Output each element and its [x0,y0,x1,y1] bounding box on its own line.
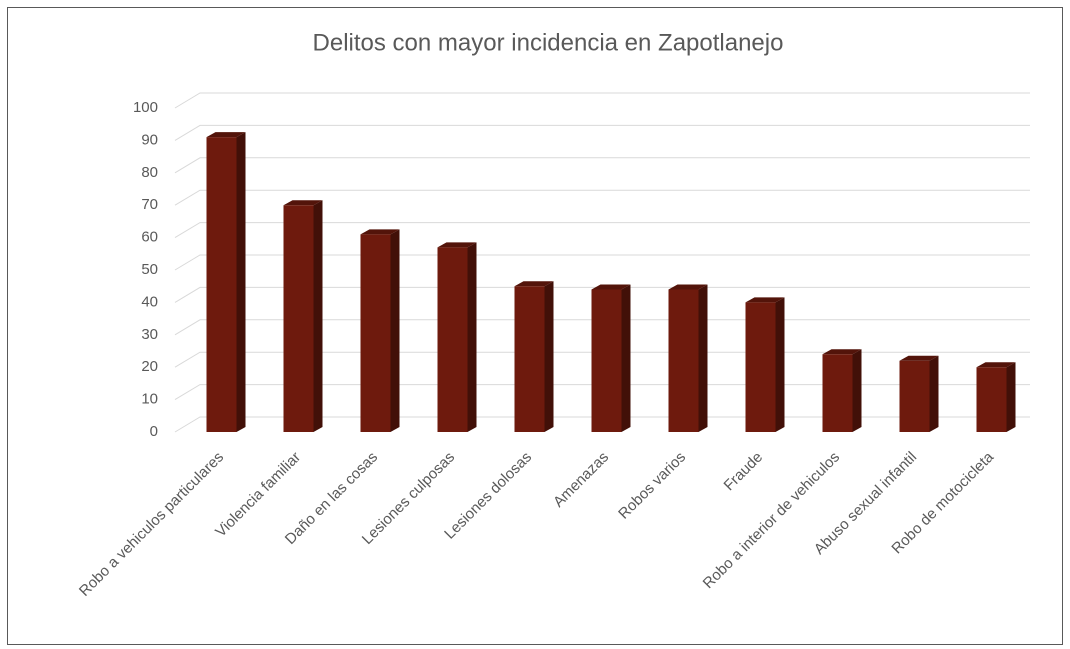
bar-front [822,354,853,432]
y-tick-label: 90 [141,131,158,148]
bar-front [591,289,622,432]
bar-top [206,132,246,138]
chart-title: Delitos con mayor incidencia en Zapotlan… [313,29,784,56]
y-tick-label: 0 [150,423,158,440]
bar-side [236,132,246,432]
bar-side [621,284,631,432]
bar-front [514,286,545,432]
bar-side [775,297,785,432]
bar-front [283,205,314,432]
bar [668,284,708,432]
bar-top [514,281,554,287]
bar-side [313,200,323,432]
bar-top [976,362,1016,368]
bar-top [360,229,400,235]
bar-top [437,242,477,248]
bar-front [976,367,1007,432]
y-tick-label: 10 [141,391,158,408]
bar-top [899,355,939,361]
grid-line [174,92,1030,109]
y-tick-label: 20 [141,358,158,375]
bar [976,362,1016,432]
bar [514,281,554,432]
bar-front [360,234,391,432]
bar-top [745,297,785,303]
bar-top [668,284,708,290]
bar-front [437,247,468,432]
bar [360,229,400,432]
bar-front [899,360,930,432]
y-tick-label: 70 [141,196,158,213]
y-tick-label: 50 [141,261,158,278]
grid-line [174,286,1030,303]
bar [437,242,477,432]
bar-side [852,349,862,432]
bar [591,284,631,432]
bar-side [467,242,477,432]
bar-front [668,289,699,432]
grid-line [174,254,1030,271]
grid-line [174,157,1030,174]
grid-line [174,124,1030,141]
y-tick-label: 30 [141,326,158,343]
bar-side [544,281,554,432]
bar-side [1006,362,1016,432]
y-tick-label: 100 [133,99,158,116]
bar [206,132,246,432]
bar [822,349,862,432]
bar-side [698,284,708,432]
y-tick-label: 40 [141,293,158,310]
grid-line [174,222,1030,239]
bar-front [745,302,776,432]
bar-top [822,349,862,355]
bar [899,355,939,432]
bar-side [390,229,400,432]
y-tick-label: 60 [141,229,158,246]
bar-side [929,355,939,432]
bar-front [206,137,237,432]
bar [745,297,785,432]
grid-line [174,189,1030,206]
bar-top [591,284,631,290]
y-tick-label: 80 [141,164,158,181]
bar [283,200,323,432]
bar-top [283,200,323,206]
